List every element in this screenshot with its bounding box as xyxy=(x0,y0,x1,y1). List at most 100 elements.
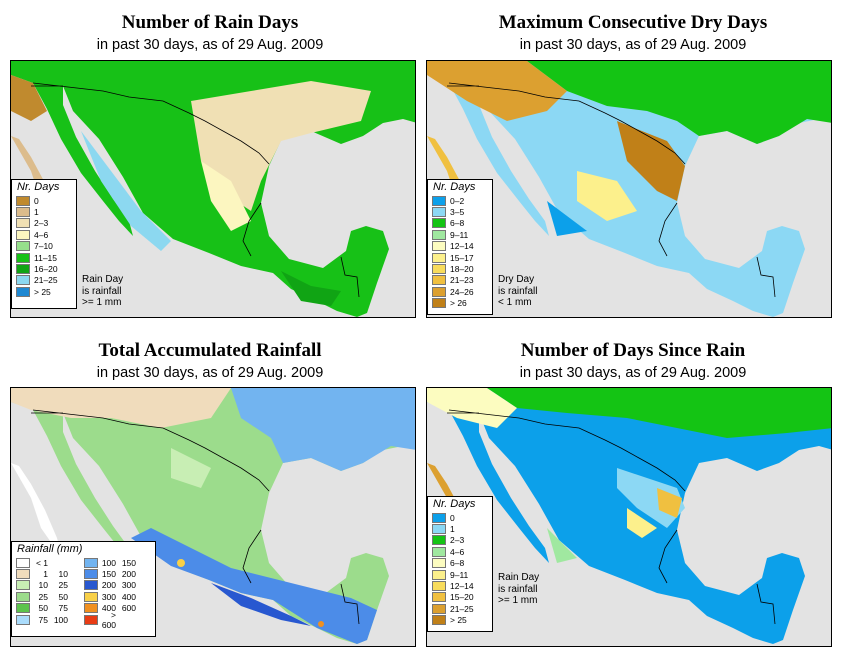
legend-label: 4–6 xyxy=(450,546,465,557)
legend-label: 21–25 xyxy=(450,603,474,614)
legend-swatch xyxy=(84,603,98,614)
legend-column: 100 150 150 200 200 300 300 400 400 600 > 600 xyxy=(80,557,148,630)
legend-item: 21–23 xyxy=(428,275,492,286)
legend-items: 0 1 2–3 4–6 7–10 11–15 16–20 21–25 > 25 xyxy=(12,195,76,298)
legend-item: 6–8 xyxy=(428,558,492,569)
legend-range-low: 25 xyxy=(38,591,48,602)
legend-label: 18–20 xyxy=(450,264,474,275)
legend-swatch xyxy=(16,275,30,286)
legend-item: 16–20 xyxy=(12,263,76,275)
legend-title: Nr. Days xyxy=(433,181,476,193)
legend-range-high: 50 xyxy=(58,591,68,602)
map-dry-days[interactable] xyxy=(426,60,832,318)
legend-swatch xyxy=(16,580,30,591)
legend-swatch xyxy=(432,286,446,297)
legend-label: 21–23 xyxy=(450,275,474,286)
legend-item: 50 75 xyxy=(12,603,80,614)
legend-swatch xyxy=(432,546,446,557)
legend-swatch xyxy=(432,275,446,286)
legend-title: Rainfall (mm) xyxy=(17,543,83,555)
note-line: < 1 mm xyxy=(498,297,532,308)
legend-item: 4–6 xyxy=(12,229,76,240)
panel-title: Number of Rain Days xyxy=(121,12,299,33)
legend-item: 12–14 xyxy=(428,241,492,252)
legend-swatch xyxy=(432,264,446,275)
legend-swatch xyxy=(432,229,446,240)
map-days-since-rain[interactable] xyxy=(426,387,832,647)
legend-item: 1 10 xyxy=(12,568,80,580)
legend-items: 0 1 2–3 4–6 6–8 9–11 12–14 15–20 21–25 > 25 xyxy=(428,512,492,626)
legend-item: 300 400 xyxy=(80,591,148,602)
legend-item: 9–11 xyxy=(428,569,492,580)
legend-item: 6–8 xyxy=(428,218,492,229)
legend-range-low: 1 xyxy=(43,569,48,580)
legend-grid: < 1 1 10 10 25 25 50 50 75 75 100 100 150 150 200 200 3… xyxy=(12,557,155,630)
legend-item: 10 25 xyxy=(12,580,80,591)
legend-item: 75 100 xyxy=(12,614,80,625)
legend-item: 2–3 xyxy=(428,535,492,546)
legend-range-high: 25 xyxy=(58,580,68,591)
legend-item: 25 50 xyxy=(12,591,80,602)
legend-label: 12–14 xyxy=(450,581,474,592)
legend-range-low: 50 xyxy=(38,603,48,614)
legend-swatch xyxy=(432,512,446,523)
map-rain-days[interactable] xyxy=(10,60,416,318)
legend-swatch xyxy=(432,252,446,263)
legend-range-low: 150 xyxy=(101,569,116,580)
legend-swatch xyxy=(16,195,30,206)
legend-item: 2–3 xyxy=(12,218,76,229)
legend-swatch xyxy=(432,241,446,252)
legend-note: Rain Day is rainfall >= 1 mm xyxy=(82,274,123,309)
legend-swatch xyxy=(16,229,30,240)
legend-label: 0 xyxy=(34,195,39,206)
panel-title: Total Accumulated Rainfall xyxy=(98,340,322,361)
panel-subtitle: in past 30 days, as of 29 Aug. 2009 xyxy=(96,37,324,53)
legend-swatch xyxy=(432,195,446,206)
legend-rain-days: Nr. Days 0 1 2–3 4–6 7–10 11–15 16–20 21–25 > 25 xyxy=(11,179,77,309)
legend-item: 9–11 xyxy=(428,229,492,240)
legend-item: 18–20 xyxy=(428,263,492,275)
legend-swatch xyxy=(84,580,98,591)
legend-label: 16–20 xyxy=(34,264,58,275)
legend-swatch xyxy=(16,569,30,580)
map-canvas xyxy=(427,388,831,646)
legend-label: 0–2 xyxy=(450,195,465,206)
legend-swatch xyxy=(16,603,30,614)
legend-item: > 600 xyxy=(80,610,148,630)
legend-swatch xyxy=(432,298,446,309)
legend-range-high: 200 xyxy=(121,569,136,580)
legend-item: 15–17 xyxy=(428,252,492,263)
legend-swatch xyxy=(432,615,446,626)
legend-note: Rain Day is rainfall >= 1 mm xyxy=(498,572,539,607)
legend-item: 0 xyxy=(428,512,492,523)
legend-item: 400 600 xyxy=(80,603,148,614)
legend-swatch xyxy=(432,524,446,535)
legend-item: 21–25 xyxy=(428,603,492,614)
legend-item: 1 xyxy=(12,206,76,218)
legend-range-high: 150 xyxy=(121,557,136,568)
panel-subtitle: in past 30 days, as of 29 Aug. 2009 xyxy=(519,37,747,53)
legend-title: Nr. Days xyxy=(433,498,476,510)
legend-label: 6–8 xyxy=(450,218,465,229)
note-line: >= 1 mm xyxy=(498,595,538,606)
legend-label: 24–26 xyxy=(450,286,474,297)
legend-swatch xyxy=(432,535,446,546)
legend-range-low: 400 xyxy=(101,603,116,614)
panel-title: Number of Days Since Rain xyxy=(520,340,746,361)
legend-item: > 25 xyxy=(12,286,76,297)
legend-range-high: 75 xyxy=(58,603,68,614)
legend-swatch xyxy=(16,218,30,229)
note-line: Rain Day xyxy=(82,274,124,285)
legend-item: 3–5 xyxy=(428,206,492,218)
legend-label: 2–3 xyxy=(34,218,49,229)
legend-item: 12–14 xyxy=(428,580,492,592)
legend-range-high: 300 xyxy=(121,580,136,591)
legend-swatch xyxy=(432,592,446,603)
legend-swatch xyxy=(16,286,30,297)
legend-item: < 1 xyxy=(12,557,80,568)
legend-label: 9–11 xyxy=(450,229,469,240)
legend-label: > 25 xyxy=(450,615,467,626)
legend-item: 24–26 xyxy=(428,286,492,297)
legend-swatch xyxy=(16,557,30,568)
legend-label: 15–17 xyxy=(450,252,474,263)
